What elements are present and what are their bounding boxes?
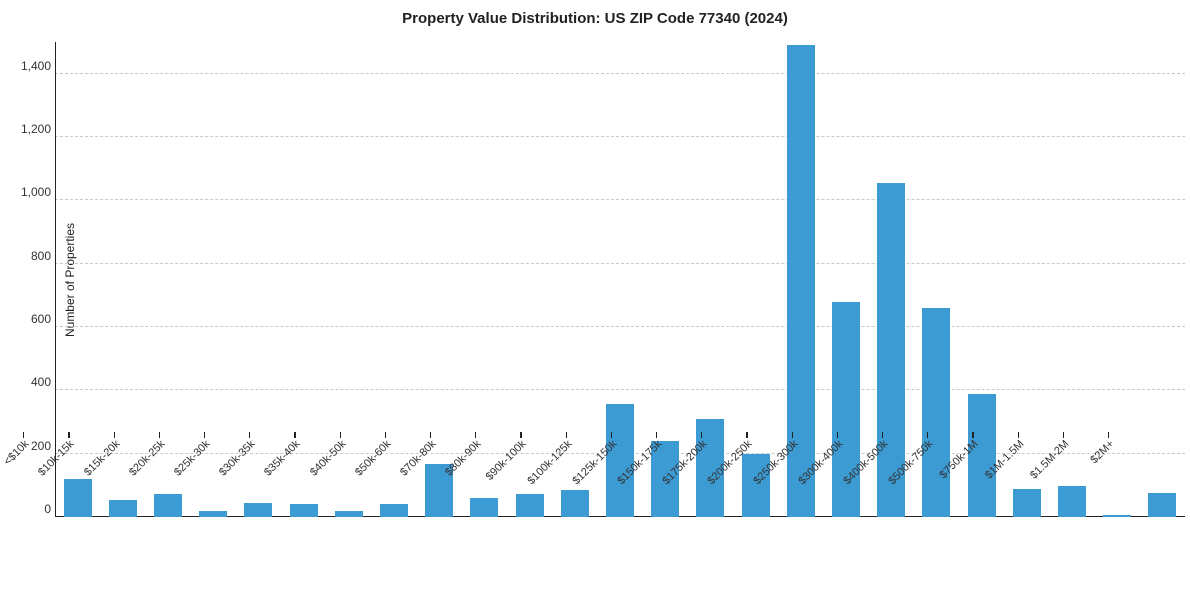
tick-mark--10k-15k — [68, 432, 69, 438]
y-tick-1000: 1,000 — [7, 185, 51, 199]
y-tick-800: 800 — [7, 249, 51, 263]
bar--500k-750k[interactable] — [968, 394, 996, 518]
tick-mark--750k-1M — [972, 432, 973, 438]
bar--100k-125k[interactable] — [606, 404, 634, 517]
bar-slot--2M-[interactable] — [1140, 42, 1185, 517]
bar--750k-1M[interactable] — [1013, 489, 1041, 517]
y-tick-0: 0 — [7, 502, 51, 516]
y-tick-600: 600 — [7, 312, 51, 326]
bar--25k-30k[interactable] — [244, 503, 272, 517]
tick-mark--80k-90k — [475, 432, 476, 438]
y-tick-400: 400 — [7, 375, 51, 389]
x-axis-area: <$10k $10k-15k $15k-20k $20k-25k $25k-30k $30… — [0, 517, 1130, 602]
bar--400k-500k[interactable] — [922, 308, 950, 517]
chart-title: Property Value Distribution: US ZIP Code… — [0, 0, 1190, 27]
y-tick-1200: 1,200 — [7, 122, 51, 136]
bar--250k-300k[interactable] — [832, 302, 860, 517]
tick-mark--90k-100k — [520, 432, 521, 438]
bar--10k-15k[interactable] — [109, 500, 137, 517]
bar--40k-50k[interactable] — [380, 504, 408, 517]
bar---10k[interactable] — [64, 479, 92, 517]
bar--30k-35k[interactable] — [290, 504, 318, 517]
bar--15k-20k[interactable] — [154, 494, 182, 517]
tick-mark---10k — [23, 432, 24, 438]
bar--90k-100k[interactable] — [561, 490, 589, 517]
bar--80k-90k[interactable] — [516, 494, 544, 517]
chart-container: Property Value Distribution: US ZIP Code… — [0, 0, 1190, 590]
y-tick-1400: 1,400 — [7, 59, 51, 73]
tick-mark--30k-35k — [249, 432, 250, 438]
bar--1M-1-5M[interactable] — [1058, 486, 1086, 517]
tick-mark--35k-40k — [294, 432, 295, 438]
bar--2M-[interactable] — [1148, 493, 1176, 517]
bar--70k-80k[interactable] — [470, 498, 498, 517]
